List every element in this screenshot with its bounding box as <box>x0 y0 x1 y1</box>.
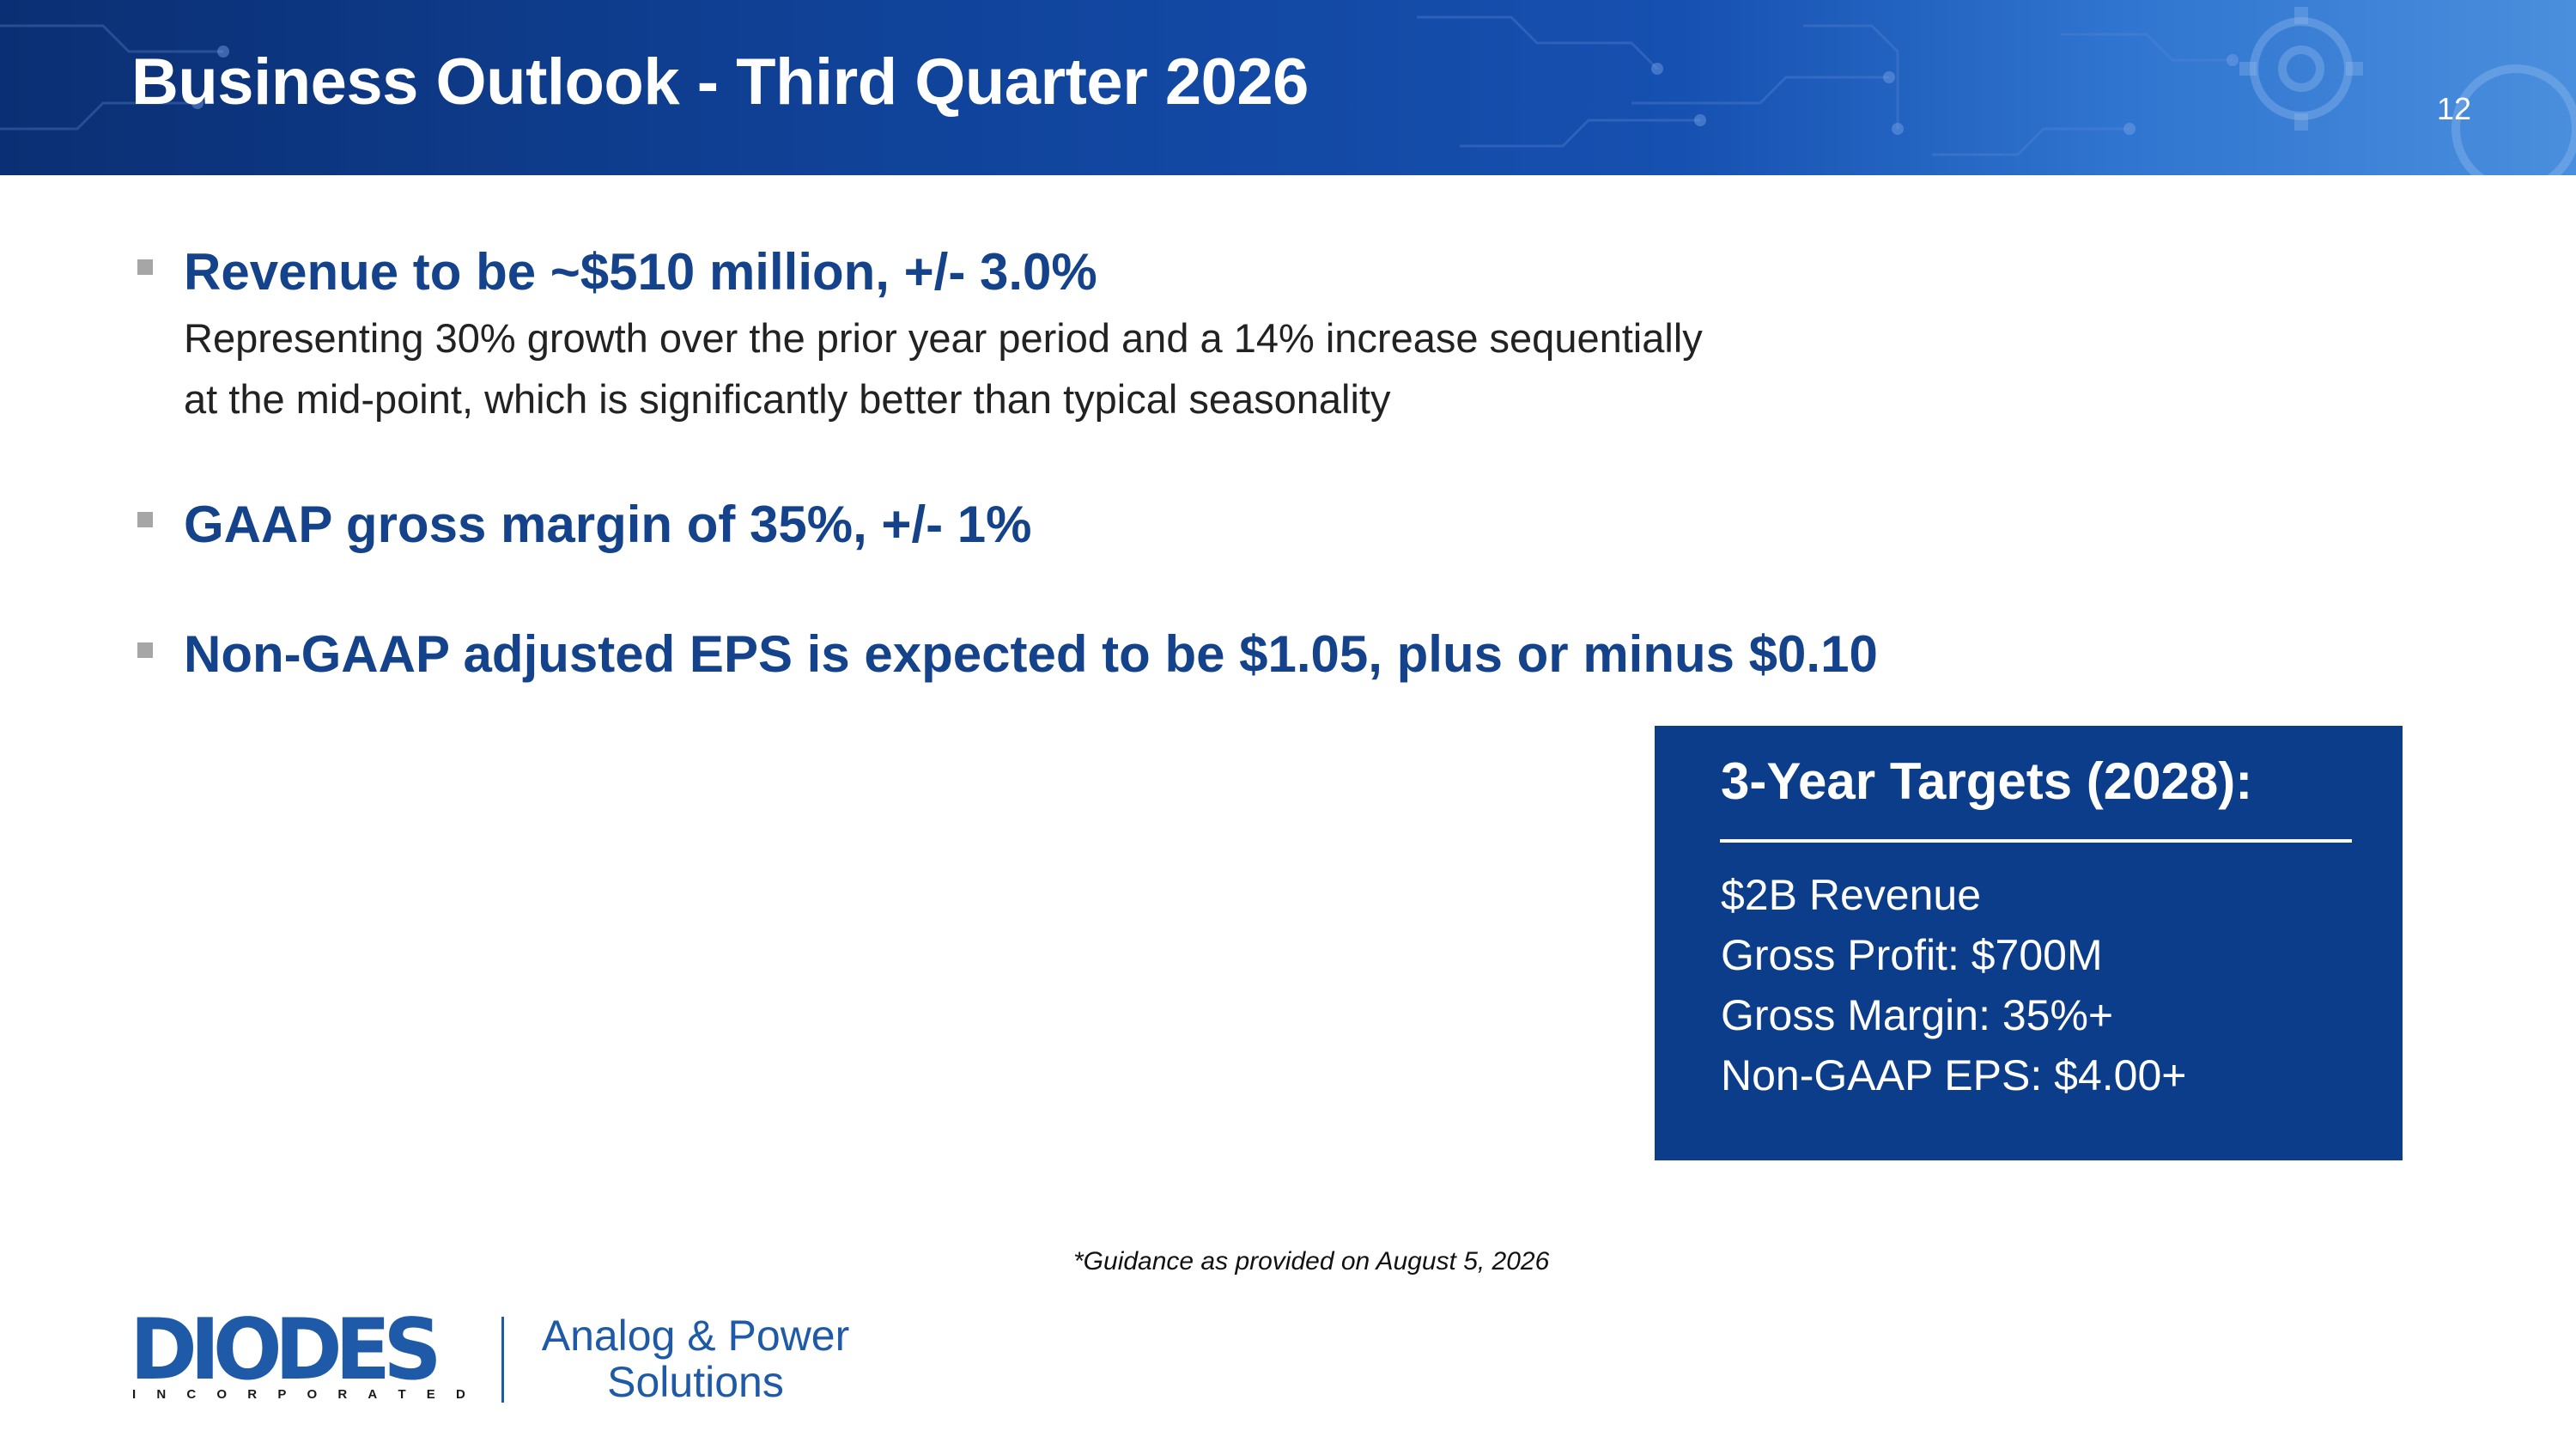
logo-subtext-letter: P <box>277 1387 287 1402</box>
logo-subtext-letter: D <box>456 1387 465 1402</box>
tagline-line-2: Solutions <box>607 1358 784 1406</box>
logo-subtext-letter: O <box>307 1387 318 1402</box>
guidance-footnote: *Guidance as provided on August 5, 2026 <box>1073 1247 1550 1275</box>
diodes-logo-wordmark: DIODES <box>130 1301 442 1399</box>
target-item-gross-margin: Gross Margin: 35%+ <box>1721 991 2114 1039</box>
logo-subtext-letter: R <box>247 1387 258 1402</box>
targets-list: $2B Revenue Gross Profit: $700M Gross Ma… <box>1721 865 2186 1105</box>
logo-tagline: Analog & Power Solutions <box>531 1312 860 1405</box>
logo-subtext-letter: E <box>426 1387 435 1402</box>
target-item-gross-profit: Gross Profit: $700M <box>1721 931 2103 979</box>
tagline-line-1: Analog & Power <box>541 1312 850 1360</box>
targets-divider <box>1720 839 2352 843</box>
page-number: 12 <box>2437 91 2472 126</box>
bullet-marker <box>137 512 153 527</box>
eps-outlook-heading: Non-GAAP adjusted EPS is expected to be … <box>184 625 1878 683</box>
revenue-outlook-detail: Representing 30% growth over the prior y… <box>184 307 1703 429</box>
logo-subtext-letter: O <box>216 1387 228 1402</box>
bullet-marker <box>137 259 153 275</box>
target-item-eps: Non-GAAP EPS: $4.00+ <box>1721 1051 2187 1099</box>
revenue-detail-line-2: at the mid-point, which is significantly… <box>184 376 1391 422</box>
targets-box: 3-Year Targets (2028): $2B Revenue Gross… <box>1655 726 2403 1160</box>
targets-title: 3-Year Targets (2028): <box>1721 752 2253 810</box>
logo-divider <box>501 1317 504 1403</box>
logo-subtext-letter: R <box>337 1387 348 1402</box>
slide-title: Business Outlook - Third Quarter 2026 <box>131 46 1309 119</box>
header-banner: Business Outlook - Third Quarter 2026 12 <box>0 0 2576 175</box>
bullet-marker <box>137 642 153 658</box>
logo-subtext-letter: C <box>186 1387 197 1402</box>
target-item-revenue: $2B Revenue <box>1721 871 1982 919</box>
revenue-outlook-heading: Revenue to be ~$510 million, +/- 3.0% <box>184 243 1097 301</box>
logo-subtext-letter: I <box>132 1387 137 1402</box>
circuit-pattern <box>0 7 2576 175</box>
logo-subtext-letter: A <box>368 1387 378 1402</box>
logo-subtext-letter: N <box>156 1387 167 1402</box>
logo-subtext-letter: T <box>398 1387 406 1402</box>
gross-margin-heading: GAAP gross margin of 35%, +/- 1% <box>184 496 1032 553</box>
revenue-detail-line-1: Representing 30% growth over the prior y… <box>184 315 1703 361</box>
